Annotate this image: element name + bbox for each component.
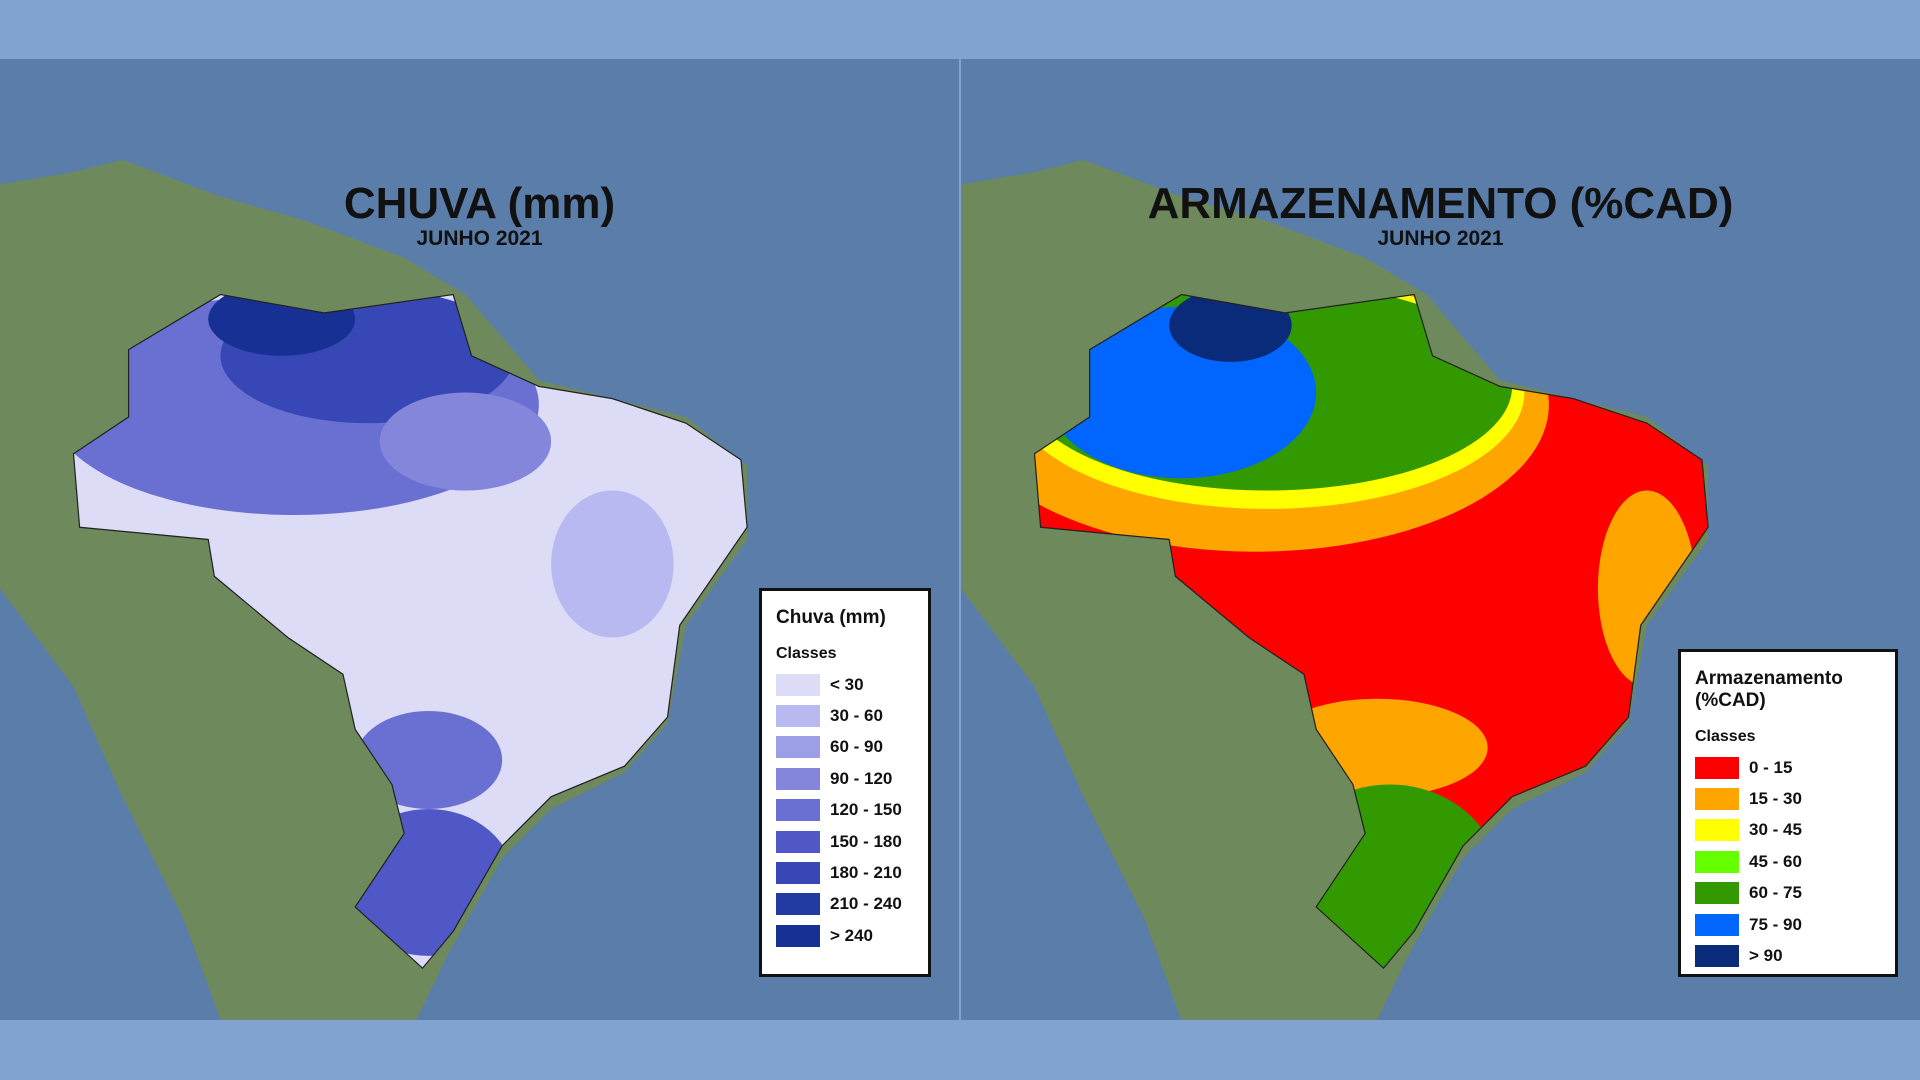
- legend-item: 15 - 30: [1695, 783, 1881, 814]
- map-title: ARMAZENAMENTO (%CAD): [1147, 179, 1734, 228]
- legend-label: 30 - 60: [830, 706, 883, 726]
- legend-subtitle: Classes: [776, 645, 837, 662]
- legend-label: 30 - 45: [1749, 820, 1802, 840]
- legend-swatch: [776, 705, 820, 728]
- rain-panel: CHUVA (mm) JUNHO 2021 Chuva (mm) Classes <…: [0, 59, 959, 1020]
- legend-label: 60 - 75: [1749, 883, 1802, 903]
- legend-item: > 90: [1695, 940, 1881, 971]
- legend-item: 180 - 210: [776, 857, 914, 888]
- legend-subtitle: Classes: [1695, 728, 1756, 745]
- legend-label: 180 - 210: [830, 863, 902, 883]
- legend-label: 90 - 120: [830, 768, 893, 788]
- legend-label: 15 - 30: [1749, 789, 1802, 809]
- legend-swatch: [776, 862, 820, 885]
- legend-swatch: [776, 893, 820, 916]
- legend-swatch: [1695, 913, 1739, 936]
- legend-swatch: [776, 830, 820, 853]
- legend-item: 90 - 120: [776, 763, 914, 794]
- legend-label: 45 - 60: [1749, 851, 1802, 871]
- legend-swatch: [776, 799, 820, 822]
- legend-label: 210 - 240: [830, 894, 902, 914]
- map-title: CHUVA (mm): [343, 179, 616, 228]
- legend-item: < 30: [776, 669, 914, 700]
- legend-item: 210 - 240: [776, 889, 914, 920]
- legend-swatch: [1695, 756, 1739, 779]
- legend-item: 150 - 180: [776, 826, 914, 857]
- legend-label: < 30: [830, 674, 864, 694]
- legend: Chuva (mm) Classes < 30 30 - 60 60 - 90 90 - …: [759, 588, 931, 977]
- legend-swatch: [1695, 788, 1739, 811]
- legend-swatch: [1695, 882, 1739, 905]
- legend-title: Chuva (mm): [776, 607, 886, 628]
- legend-swatch: [776, 924, 820, 947]
- legend-swatch: [1695, 819, 1739, 842]
- legend-item: 60 - 90: [776, 732, 914, 763]
- legend-label: 75 - 90: [1749, 914, 1802, 934]
- storage-map: [961, 159, 1709, 1020]
- legend-swatch: [1695, 850, 1739, 873]
- legend-swatch: [776, 673, 820, 696]
- legend-item: 30 - 60: [776, 700, 914, 731]
- legend-label: 120 - 150: [830, 800, 902, 820]
- legend-item: 0 - 15: [1695, 752, 1881, 783]
- legend-title: Armazenamento (%CAD): [1695, 668, 1843, 711]
- legend-label: > 240: [830, 925, 874, 945]
- rain-map: [0, 159, 748, 1020]
- legend-item: 45 - 60: [1695, 846, 1881, 877]
- legend-item: 120 - 150: [776, 795, 914, 826]
- legend-swatch: [776, 767, 820, 790]
- legend-swatch: [776, 736, 820, 759]
- legend-label: > 90: [1749, 946, 1783, 966]
- storage-panel: ARMAZENAMENTO (%CAD) JUNHO 2021 Armazena…: [961, 59, 1920, 1020]
- map-subtitle: JUNHO 2021: [416, 227, 543, 250]
- legend-item: 60 - 75: [1695, 878, 1881, 909]
- legend-label: 60 - 90: [830, 737, 883, 757]
- legend-item: > 240: [776, 920, 914, 951]
- legend-item: 75 - 90: [1695, 909, 1881, 940]
- legend-label: 150 - 180: [830, 831, 902, 851]
- legend-swatch: [1695, 945, 1739, 968]
- legend-label: 0 - 15: [1749, 757, 1793, 777]
- legend-item: 30 - 45: [1695, 815, 1881, 846]
- legend: Armazenamento (%CAD) Classes 0 - 15 15 - 30…: [1678, 649, 1898, 977]
- map-subtitle: JUNHO 2021: [1377, 227, 1504, 250]
